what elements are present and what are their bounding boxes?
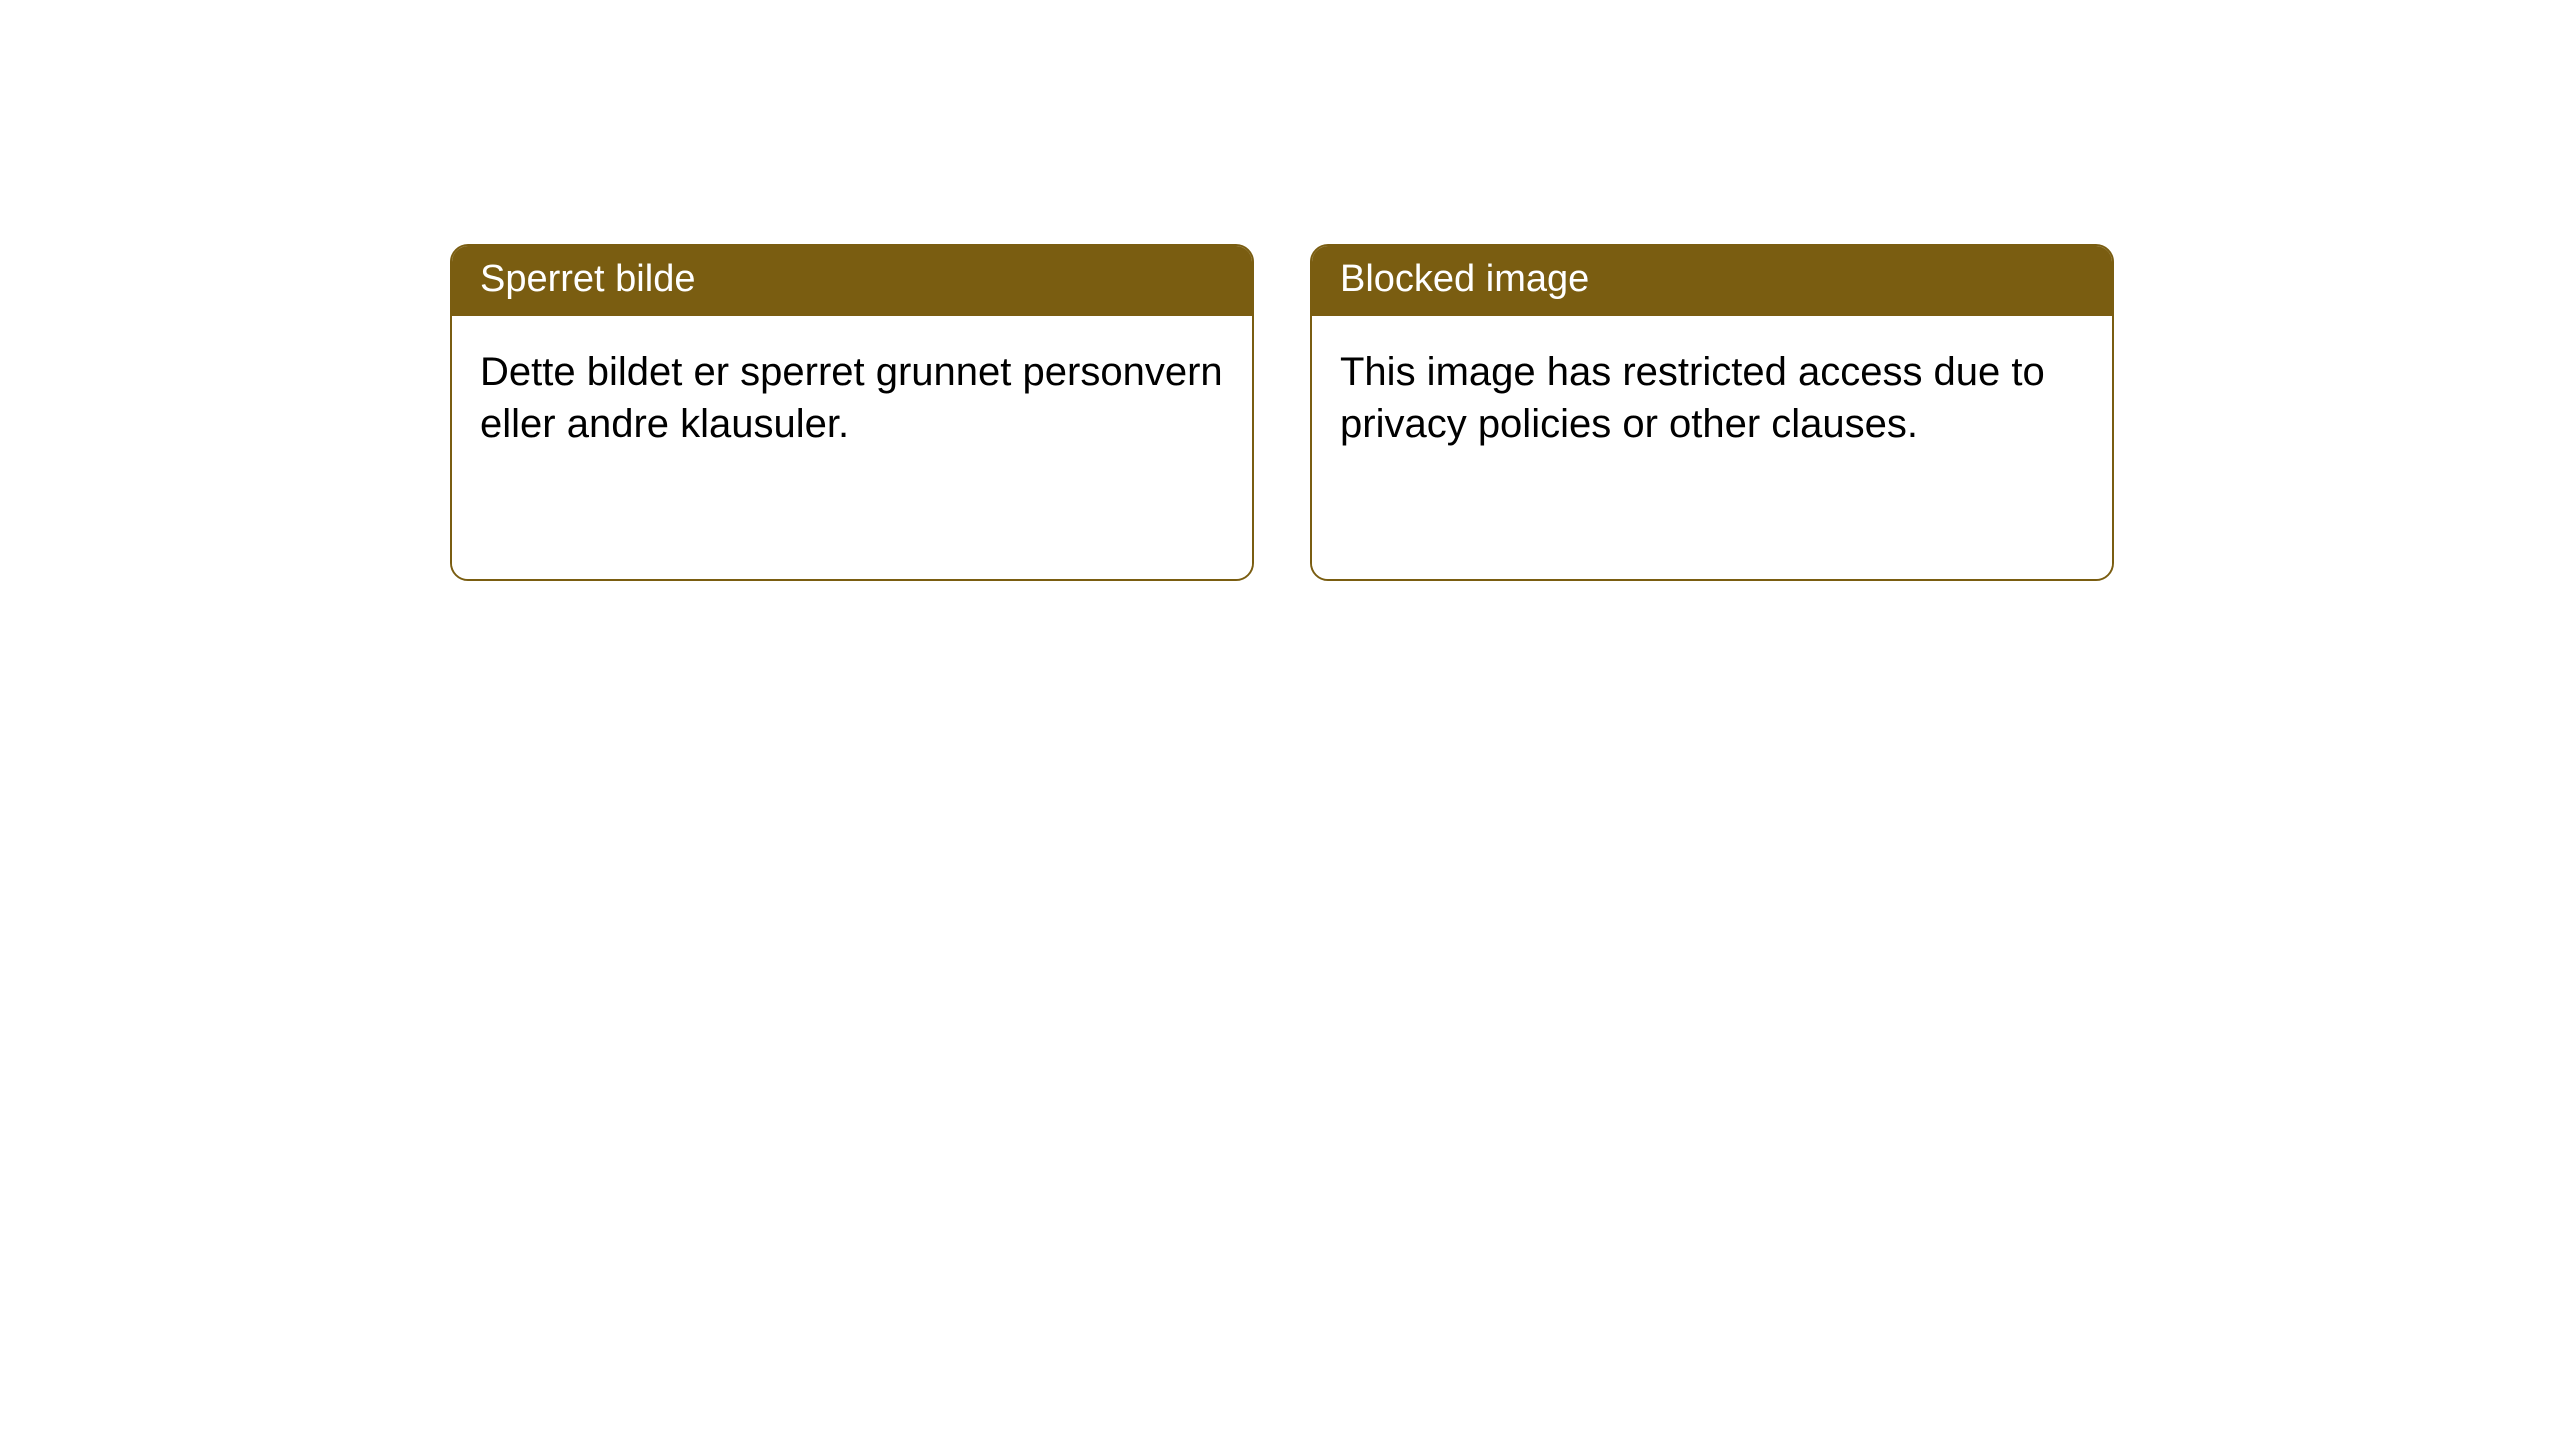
notice-body: Dette bildet er sperret grunnet personve… — [452, 316, 1252, 580]
notice-container: Sperret bilde Dette bildet er sperret gr… — [0, 0, 2560, 581]
notice-header: Blocked image — [1312, 246, 2112, 316]
notice-body: This image has restricted access due to … — [1312, 316, 2112, 580]
notice-card-norwegian: Sperret bilde Dette bildet er sperret gr… — [450, 244, 1254, 581]
notice-card-english: Blocked image This image has restricted … — [1310, 244, 2114, 581]
notice-header: Sperret bilde — [452, 246, 1252, 316]
